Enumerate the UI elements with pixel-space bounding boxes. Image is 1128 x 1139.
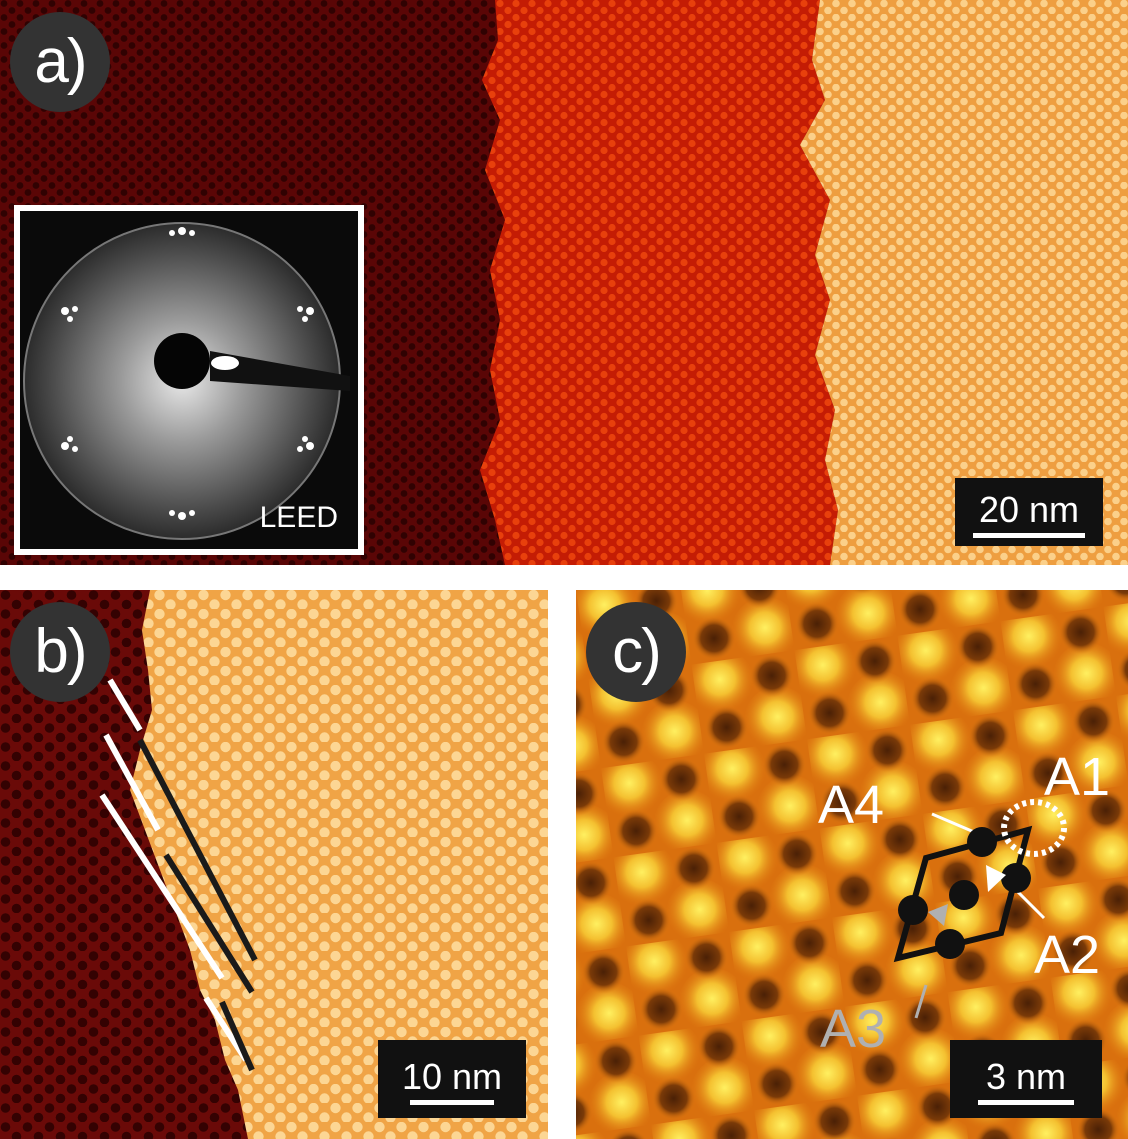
- site-a3-leader: [914, 984, 928, 1019]
- leed-pattern-image: [20, 211, 358, 549]
- site-label-a2: A2: [1034, 925, 1101, 985]
- panel-b-label: b): [10, 602, 110, 702]
- arrow-white: [986, 865, 1006, 892]
- site-label-a4: A4: [818, 775, 885, 835]
- site-dot: [935, 929, 965, 959]
- site-label-a3: A3: [820, 999, 887, 1059]
- panel-c-scale-bar: 3 nm: [950, 1040, 1102, 1118]
- panel-b-edge-lines: [99, 678, 258, 1072]
- panel-c-scale-text: 3 nm: [985, 1055, 1067, 1097]
- panel-c: A1 A2 A3 A4 c) 3 nm: [576, 590, 1128, 1139]
- panel-a: a): [0, 0, 1128, 565]
- panel-a-scale-text: 20 nm: [978, 488, 1080, 530]
- site-dot: [898, 895, 928, 925]
- site-dot: [967, 827, 997, 857]
- panel-c-label: c): [586, 602, 686, 702]
- site-label-a1: A1: [1044, 747, 1111, 807]
- panel-b: b) 10 nm: [0, 590, 548, 1139]
- panel-a-label: a): [10, 12, 110, 112]
- leed-inset: LEED: [14, 205, 364, 555]
- arrow-gray: [928, 904, 948, 926]
- panel-a-scale-bar: 20 nm: [955, 478, 1103, 546]
- panel-b-scale-text: 10 nm: [401, 1055, 503, 1097]
- panel-c-unit-cell-overlay: [893, 799, 1067, 1019]
- site-a4-leader: [931, 812, 975, 834]
- site-dot: [1001, 863, 1031, 893]
- leed-label: LEED: [259, 501, 338, 534]
- site-dot: [949, 880, 979, 910]
- panel-b-scale-bar: 10 nm: [378, 1040, 526, 1118]
- site-a2-leader: [1014, 888, 1046, 920]
- site-a1-dotted-circle: [1001, 799, 1067, 857]
